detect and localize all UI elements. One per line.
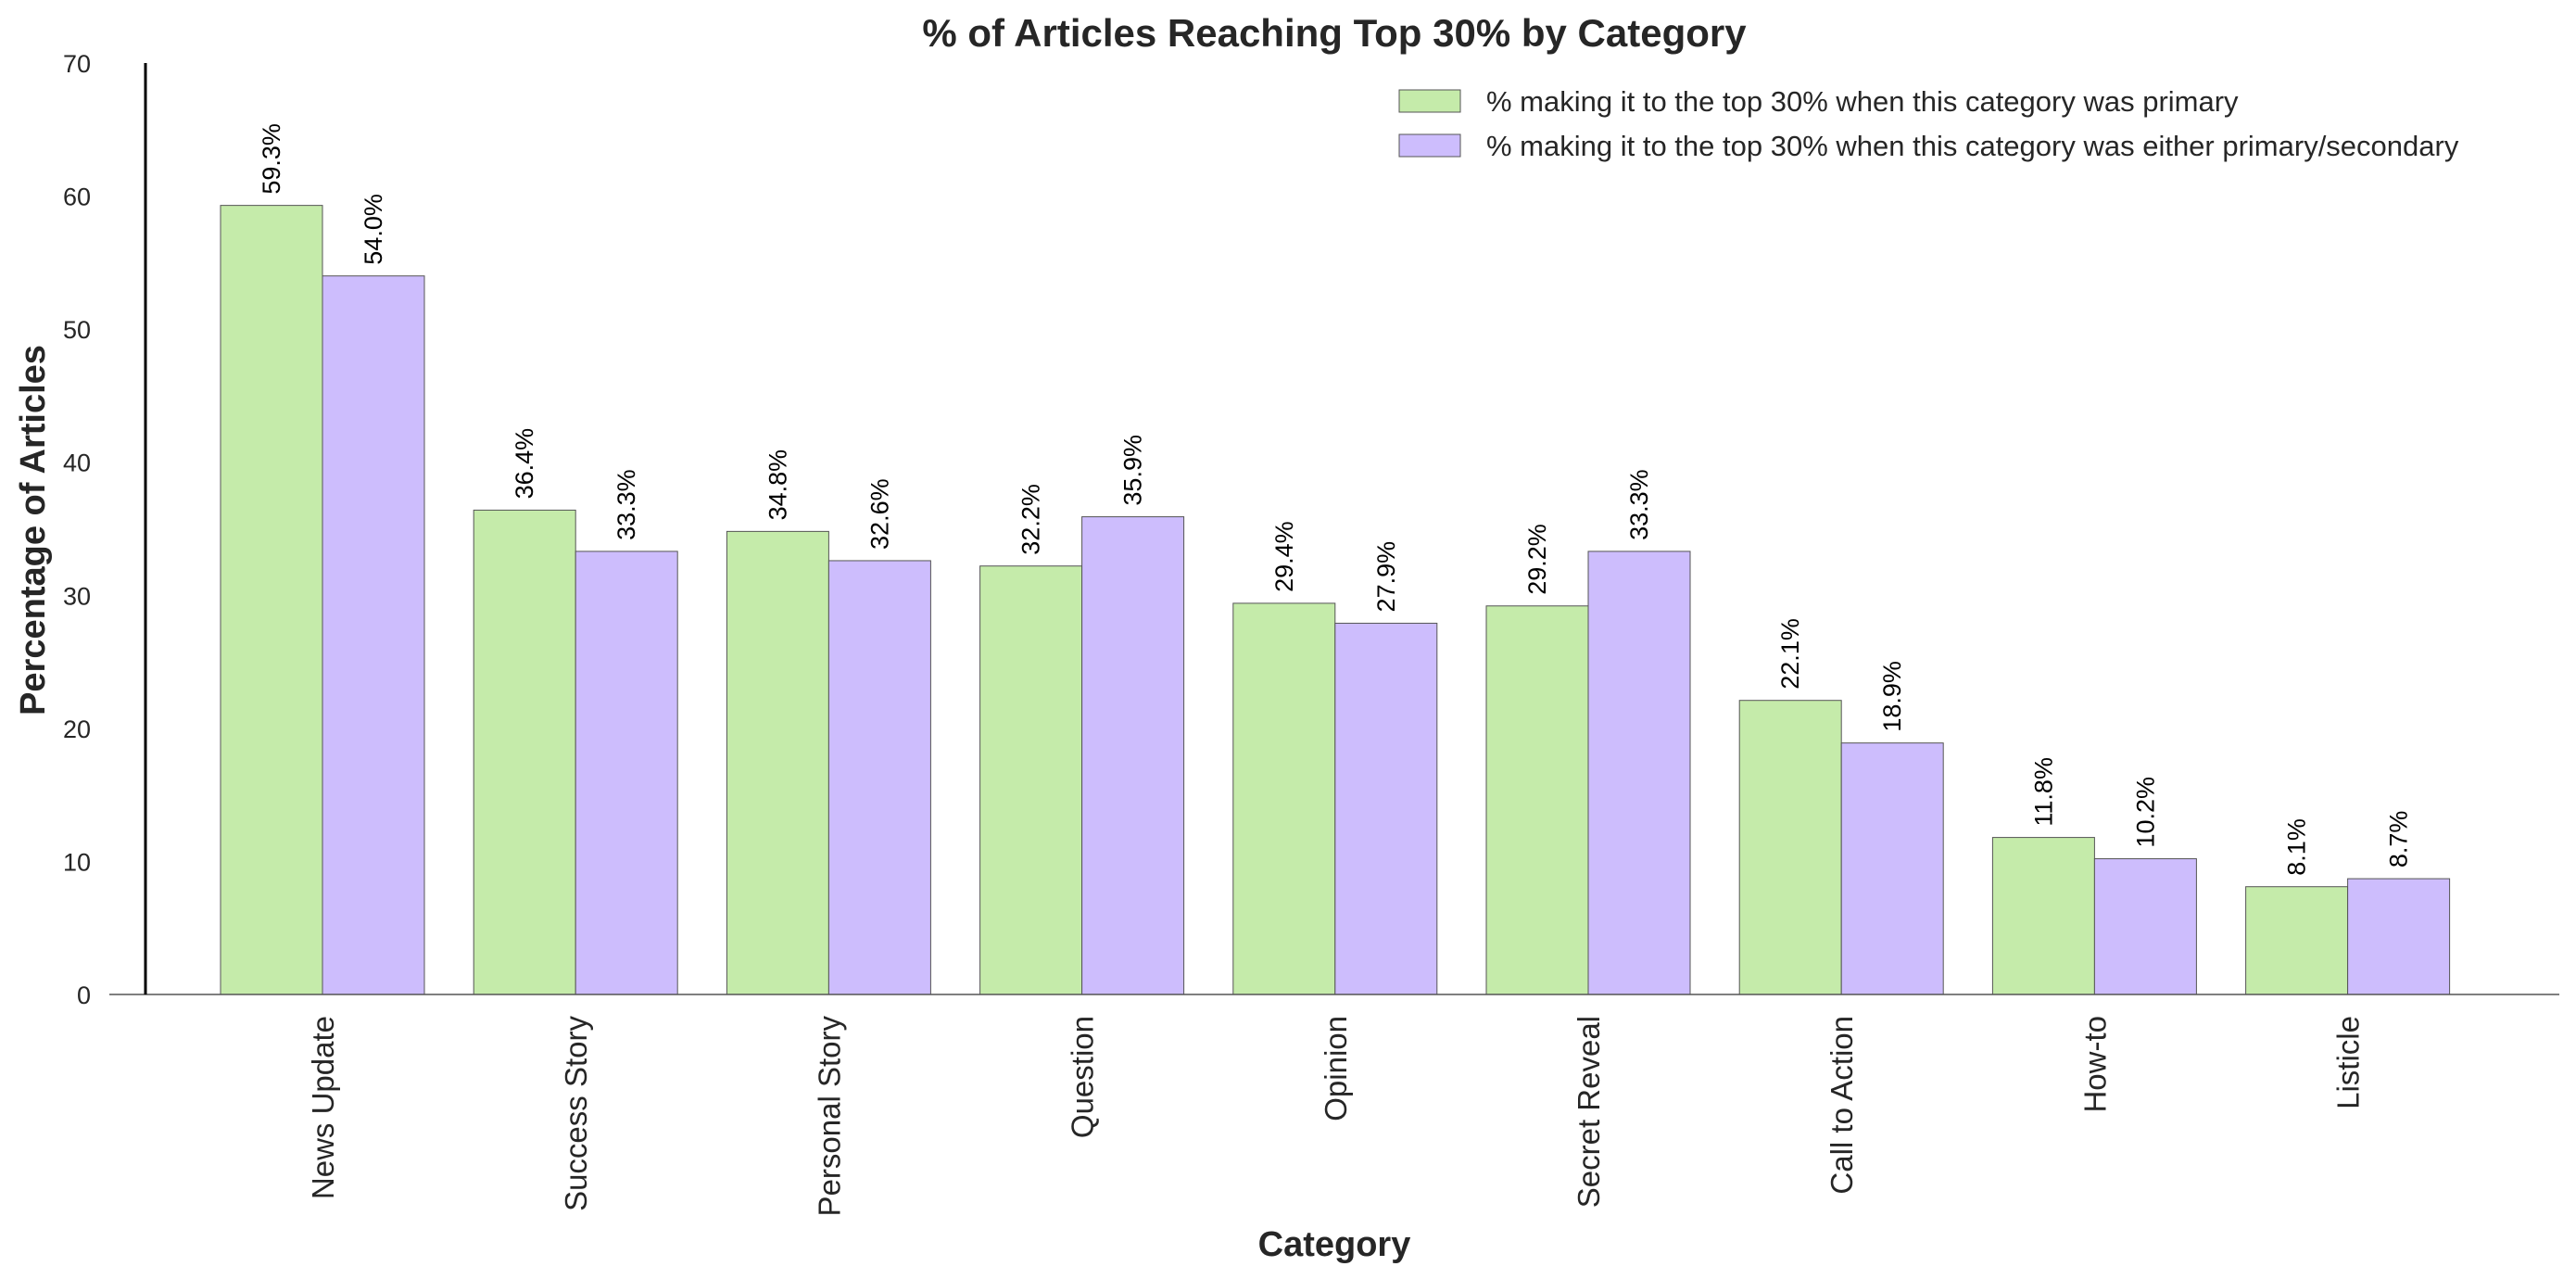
bar-primary [979, 565, 1083, 995]
bar-primary [2245, 886, 2349, 995]
bar-primary [1991, 837, 2095, 995]
bar-value-label: 54.0% [360, 194, 387, 265]
bar-value-label: 32.6% [865, 478, 893, 550]
x-tick-label: How-to [2077, 1016, 2112, 1113]
x-tick-label: Personal Story [812, 1016, 846, 1217]
bar-value-label: 36.4% [511, 428, 538, 500]
y-tick-label: 0 [77, 981, 91, 1009]
bars [220, 205, 2451, 995]
y-tick-label: 60 [63, 184, 91, 211]
bar-primary-secondary [1334, 622, 1438, 995]
x-tick-label: Question [1066, 1016, 1100, 1138]
y-axis-ticks: 0 10 20 30 40 50 60 70 [63, 50, 91, 1009]
bar-value-label: 22.1% [1776, 618, 1804, 690]
bar-primary-secondary [1840, 742, 1944, 995]
bar-value-label: 33.3% [612, 469, 640, 540]
bar-value-label: 32.2% [1017, 484, 1045, 555]
bar-value-label: 59.3% [258, 123, 285, 195]
bar-primary-secondary [2347, 878, 2451, 995]
legend-swatch [1398, 89, 1461, 113]
bar-value-label: 29.4% [1270, 521, 1298, 592]
bar-primary [726, 530, 829, 995]
legend-label: % making it to the top 30% when this cat… [1486, 130, 2459, 162]
bar-primary [473, 509, 576, 995]
y-tick-label: 70 [63, 50, 91, 78]
bar-value-label: 11.8% [2029, 757, 2057, 827]
bar-primary-secondary [1081, 516, 1185, 995]
x-tick-label: News Update [306, 1016, 340, 1199]
bar-value-label: 34.8% [764, 450, 791, 521]
bar-value-label: 18.9% [1878, 661, 1906, 732]
x-axis-title: Category [1258, 1225, 1411, 1264]
bar-primary [1232, 602, 1336, 995]
bar-value-label: 27.9% [1372, 541, 1400, 613]
y-tick-label: 50 [63, 316, 91, 344]
y-tick-label: 10 [63, 848, 91, 876]
bar-primary-secondary [1587, 551, 1691, 995]
y-axis-title: Percentage of Articles [14, 345, 53, 715]
bar-primary-secondary [2093, 858, 2197, 995]
bar-primary [220, 205, 323, 995]
x-tick-label: Call to Action [1825, 1016, 1859, 1195]
bar-value-label: 35.9% [1119, 435, 1147, 506]
y-tick-label: 30 [63, 582, 91, 610]
bar-primary [1485, 605, 1589, 995]
x-tick-label: Listicle [2331, 1016, 2366, 1109]
bar-primary-secondary [827, 560, 931, 995]
y-tick-label: 20 [63, 715, 91, 743]
bar-value-label: 8.1% [2283, 818, 2311, 876]
legend: % making it to the top 30% when this cat… [1398, 85, 2459, 162]
bar-value-label: 29.2% [1523, 524, 1551, 595]
bar-value-label: 33.3% [1625, 469, 1653, 540]
bar-value-label: 8.7% [2385, 811, 2413, 868]
x-axis-ticks: News Update Success Story Personal Story Qu… [306, 1016, 2366, 1217]
x-tick-label: Opinion [1319, 1016, 1353, 1121]
legend-label: % making it to the top 30% when this cat… [1486, 85, 2239, 118]
bar-value-label: 10.2% [2131, 777, 2159, 848]
bar-primary-secondary [575, 551, 678, 995]
bar-value-labels: 59.3% 54.0% 36.4% 33.3% 34.8% 32.6% 32.2% 35.9%… [258, 123, 2413, 876]
legend-swatch [1398, 133, 1461, 158]
y-tick-label: 40 [63, 450, 91, 477]
bar-primary [1738, 700, 1842, 995]
bar-primary-secondary [322, 275, 425, 995]
x-tick-label: Success Story [559, 1016, 593, 1211]
x-tick-label: Secret Reveal [1572, 1016, 1606, 1208]
chart-title: % of Articles Reaching Top 30% by Catego… [922, 11, 1747, 55]
